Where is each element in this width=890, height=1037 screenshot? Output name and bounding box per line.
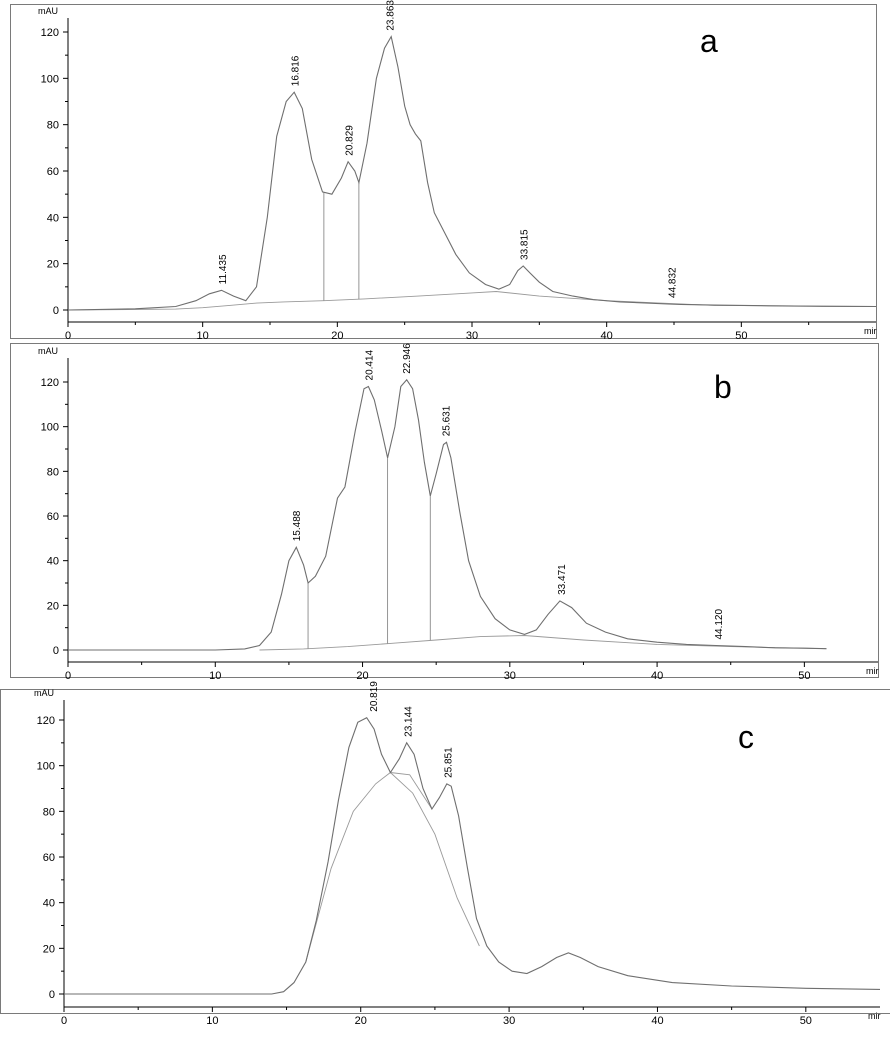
peak-label: 20.819 [369, 681, 380, 712]
panel-frame [11, 344, 879, 678]
y-tick-label: 120 [41, 27, 59, 39]
peak-label: 33.815 [519, 229, 530, 260]
peak-label: 11.435 [218, 254, 229, 284]
peak-label: 25.631 [441, 405, 452, 436]
y-tick-label: 80 [47, 120, 59, 132]
peak-label: 44.832 [668, 267, 679, 298]
x-tick-label: 30 [503, 1015, 515, 1027]
y-tick-label: 40 [47, 212, 59, 224]
integration-baseline [260, 636, 827, 651]
y-tick-label: 40 [43, 898, 55, 910]
y-tick-label: 20 [47, 259, 59, 271]
x-tick-label: 40 [651, 1015, 663, 1027]
x-tick-label: 10 [197, 330, 209, 342]
x-tick-label: 50 [800, 1015, 812, 1027]
chromatogram-panel-c: 0 20 40 60 80 100 120 0 10 20 30 40 50 mAU mir 20.819 23… [1, 681, 890, 1027]
y-tick-label: 60 [47, 166, 59, 178]
peak-split-line [306, 773, 480, 963]
y-tick-label: 100 [41, 422, 59, 434]
peak-label: 15.488 [292, 510, 303, 541]
chromatogram-trace [68, 37, 876, 310]
chromatogram-panel-a: 0 20 40 60 80 100 120 0 10 20 30 40 50 mAU mir 11.435 16… [11, 0, 877, 342]
x-tick-label: 30 [504, 670, 516, 682]
peak-label: 23.144 [403, 706, 414, 737]
y-tick-label: 20 [43, 943, 55, 955]
chromatogram-panel-b: 0 20 40 60 80 100 120 0 10 20 30 40 50 mAU mir 15.488 20… [11, 343, 879, 682]
panel-frame [11, 5, 877, 339]
x-tick-label: 20 [355, 1015, 367, 1027]
y-tick-label: 120 [41, 377, 59, 389]
panel-letter: a [700, 23, 718, 59]
chromatogram-trace [64, 718, 880, 994]
peak-label: 20.829 [344, 125, 355, 156]
x-tick-label: 30 [466, 330, 478, 342]
chromatogram-figure: 02040608010012001020304050mAUmir11.43516… [0, 0, 890, 1037]
peak-label: 20.414 [365, 349, 376, 380]
x-tick-label: 0 [65, 670, 71, 682]
y-axis-unit: mAU [38, 346, 58, 356]
x-tick-label: 0 [61, 1015, 67, 1027]
x-tick-label: 50 [735, 330, 747, 342]
y-tick-label: 60 [47, 511, 59, 523]
panel-frame [1, 690, 890, 1014]
x-tick-label: 10 [206, 1015, 218, 1027]
peak-label: 22.946 [402, 343, 413, 374]
y-tick-label: 100 [37, 761, 55, 773]
peak-label: 33.471 [557, 564, 568, 595]
y-axis-unit: mAU [34, 688, 54, 698]
y-tick-label: 0 [53, 305, 59, 317]
x-tick-label: 40 [651, 670, 663, 682]
x-tick-label: 20 [331, 330, 343, 342]
integration-baseline [68, 292, 876, 311]
y-tick-label: 20 [47, 600, 59, 612]
panel-letter: c [738, 719, 754, 755]
y-tick-label: 120 [37, 715, 55, 727]
y-tick-label: 80 [43, 806, 55, 818]
peak-label: 25.851 [444, 747, 455, 778]
y-tick-label: 0 [49, 989, 55, 1001]
x-tick-label: 10 [209, 670, 221, 682]
x-axis-unit: mir [868, 1011, 881, 1021]
x-axis-unit: mir [866, 666, 879, 676]
x-tick-label: 50 [798, 670, 810, 682]
y-tick-label: 80 [47, 466, 59, 478]
y-axis-unit: mAU [38, 6, 58, 16]
y-tick-label: 40 [47, 556, 59, 568]
y-tick-label: 60 [43, 852, 55, 864]
peak-label: 16.816 [290, 55, 301, 86]
y-tick-label: 0 [53, 645, 59, 657]
panel-letter: b [714, 369, 732, 405]
peak-label: 44.120 [714, 609, 725, 640]
y-tick-label: 100 [41, 73, 59, 85]
peak-label: 23.863 [385, 0, 396, 31]
x-tick-label: 20 [356, 670, 368, 682]
x-tick-label: 40 [601, 330, 613, 342]
x-tick-label: 0 [65, 330, 71, 342]
x-axis-unit: mir [864, 326, 877, 336]
